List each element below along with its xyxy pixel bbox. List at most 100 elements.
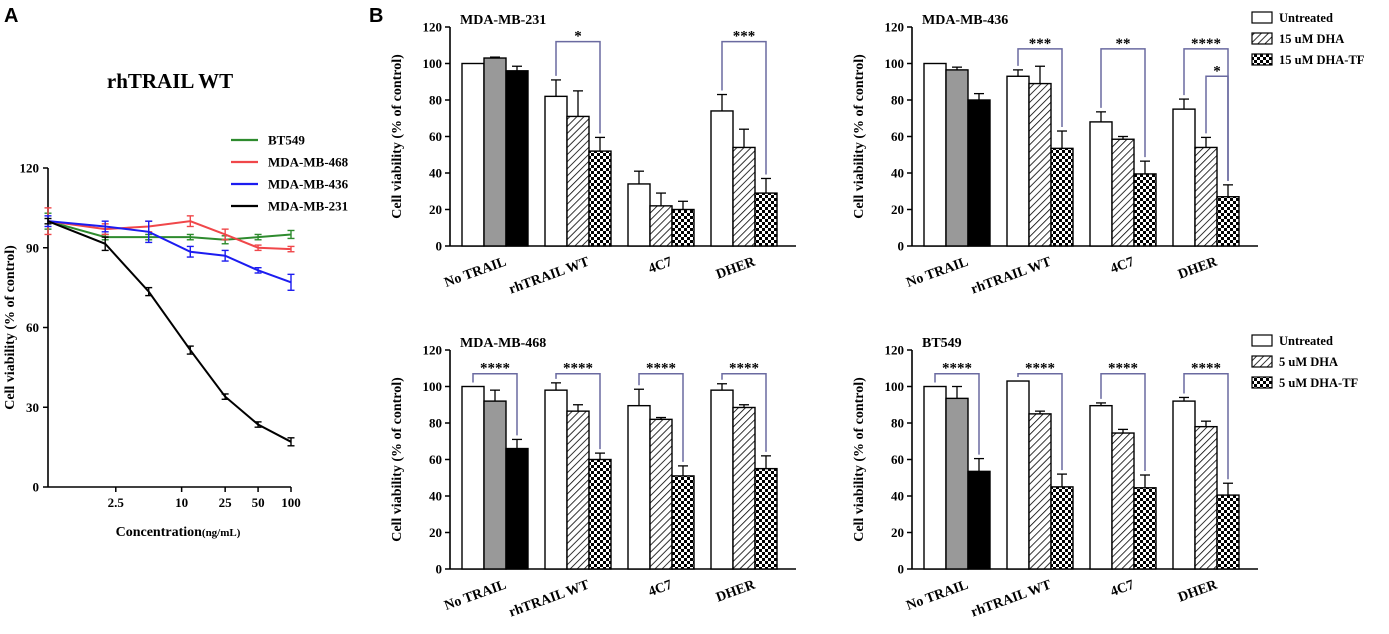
category-label: No TRAIL <box>442 255 508 291</box>
bar <box>483 400 507 570</box>
significance-label: * <box>1213 63 1221 79</box>
category-label: No TRAIL <box>442 578 508 614</box>
y-axis-label: Cell viability (% of control) <box>852 377 867 542</box>
x-tick-label: 2.5 <box>108 495 125 510</box>
significance-label: **** <box>1191 361 1221 377</box>
y-tick-label: 120 <box>423 343 443 358</box>
bar <box>967 99 991 247</box>
significance-label: **** <box>1025 361 1055 377</box>
bar <box>544 95 568 247</box>
significance-bracket <box>1100 372 1146 472</box>
panel-label-a: A <box>4 5 18 27</box>
legend-label: MDA-MB-468 <box>268 155 349 170</box>
y-tick-label: 60 <box>26 320 39 335</box>
series-line <box>47 220 292 443</box>
legend-swatch <box>1251 11 1273 24</box>
significance-label: **** <box>480 361 510 377</box>
y-tick-label: 120 <box>885 20 905 35</box>
significance-bracket <box>1017 48 1063 128</box>
bar <box>1216 494 1240 570</box>
y-tick-label: 80 <box>429 93 442 108</box>
bar <box>627 404 651 570</box>
y-tick-label: 80 <box>429 416 442 431</box>
category-label: rhTRAIL WT <box>969 577 1054 620</box>
significance-label: *** <box>1029 36 1052 52</box>
bar <box>1194 146 1218 247</box>
bar <box>671 208 695 247</box>
bar <box>1111 138 1135 247</box>
y-tick-label: 40 <box>891 166 904 181</box>
y-axis-label: Cell viability (% of control) <box>390 377 405 542</box>
legend-label: 5 uM DHA-TF <box>1279 376 1359 390</box>
y-tick-label: 0 <box>898 239 905 254</box>
bar <box>1089 404 1113 570</box>
y-tick-label: 100 <box>885 56 905 71</box>
category-label: 4C7 <box>647 578 675 600</box>
y-tick-label: 20 <box>891 525 904 540</box>
bar <box>1172 400 1196 570</box>
bar <box>945 397 969 570</box>
bar <box>923 62 947 247</box>
legend-label: MDA-MB-231 <box>268 199 348 214</box>
y-tick-label: 40 <box>429 166 442 181</box>
bar <box>461 62 485 247</box>
significance-bracket <box>1183 372 1229 480</box>
significance-label: **** <box>646 361 676 377</box>
significance-bracket <box>555 372 601 450</box>
bar <box>1111 432 1135 570</box>
category-label: No TRAIL <box>904 255 970 291</box>
legend-label: Untreated <box>1279 11 1333 25</box>
bar <box>588 458 612 570</box>
x-tick-label: 10 <box>175 495 188 510</box>
line-chart-panel-a: rhTRAIL WT 0 30 60 90 120 2.5 10 25 50 100 Cell via… <box>3 69 349 540</box>
bar <box>732 146 756 247</box>
category-label: DHER <box>1176 577 1220 605</box>
significance-label: *** <box>733 29 756 45</box>
category-label: rhTRAIL WT <box>507 254 592 297</box>
bar <box>1028 82 1052 247</box>
y-tick-label: 20 <box>891 202 904 217</box>
category-label: 4C7 <box>647 255 675 277</box>
bar <box>505 447 529 570</box>
bar <box>671 475 695 570</box>
y-tick-label: 120 <box>423 20 443 35</box>
legend-swatch <box>1251 355 1273 368</box>
significance-label: **** <box>942 361 972 377</box>
significance-label: **** <box>729 361 759 377</box>
significance-label: **** <box>1108 361 1138 377</box>
legend-swatch <box>1251 32 1273 45</box>
bar <box>1050 147 1074 247</box>
bar-chart-bt549: 0 20 40 60 80 100 120 BT549 Cell viability (% of… <box>852 334 1359 621</box>
y-tick-label: 80 <box>891 416 904 431</box>
category-label: DHER <box>1176 254 1220 282</box>
bar <box>710 110 734 247</box>
bar <box>967 470 991 570</box>
significance-bracket <box>555 40 601 134</box>
y-tick-label: 100 <box>423 379 443 394</box>
legend-label: 15 uM DHA-TF <box>1279 53 1365 67</box>
x-tick-label: 50 <box>252 495 265 510</box>
significance-label: **** <box>563 361 593 377</box>
bar <box>566 115 590 247</box>
bar <box>923 385 947 570</box>
panel-title: MDA-MB-468 <box>460 336 546 351</box>
y-tick-label: 120 <box>885 343 905 358</box>
bar <box>1006 75 1030 247</box>
y-tick-label: 60 <box>891 452 904 467</box>
significance-bracket <box>472 372 518 436</box>
bar <box>1194 425 1218 570</box>
panel-title: BT549 <box>922 336 962 351</box>
bar <box>1028 413 1052 570</box>
category-label: 4C7 <box>1109 255 1137 277</box>
legend-swatch <box>1251 334 1273 347</box>
bar <box>754 467 778 570</box>
y-tick-label: 40 <box>891 489 904 504</box>
category-label: 4C7 <box>1109 578 1137 600</box>
bar <box>566 410 590 570</box>
panel-title: MDA-MB-231 <box>460 13 546 28</box>
x-axis-label: Concentration(ng/mL) <box>116 525 241 540</box>
bar-chart-mda-mb-468: 0 20 40 60 80 100 120 MDA-MB-468 Cell viability … <box>390 336 796 621</box>
bar <box>1216 196 1240 247</box>
y-axis-label: Cell viability (% of control) <box>3 245 18 410</box>
